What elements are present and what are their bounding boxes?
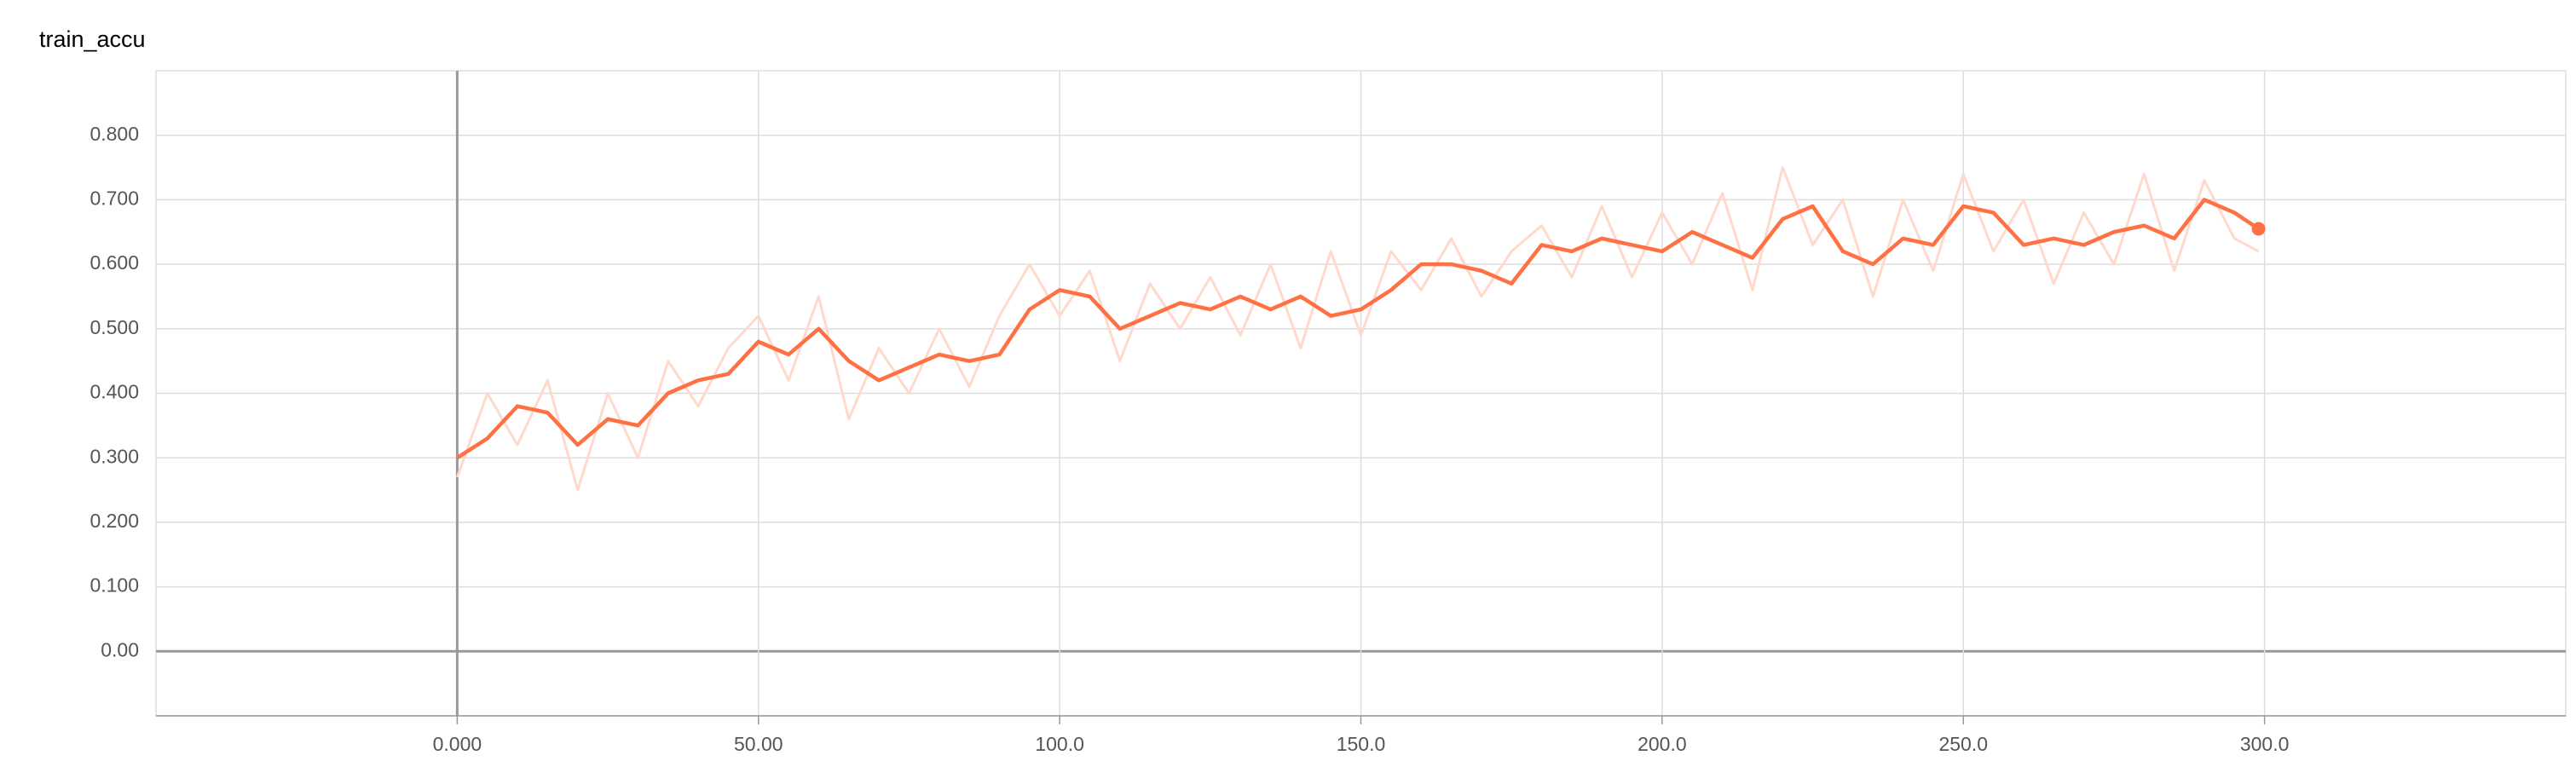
chart-title: train_accu [39,26,146,52]
y-tick-label: 0.00 [101,638,139,660]
y-tick-label: 0.800 [90,123,139,145]
series-line [455,166,2260,492]
y-tick-label: 0.600 [90,251,139,274]
y-tick-label: 0.300 [90,445,139,467]
x-tick-label: 50.00 [734,733,783,755]
y-tick-label: 0.700 [90,187,139,209]
series-line [456,198,2260,460]
y-tick-label: 0.100 [90,574,139,597]
end-point [2251,222,2266,236]
y-tick-label: 0.200 [90,510,139,532]
y-tick-label: 0.400 [90,381,139,403]
x-tick-label: 100.0 [1035,733,1084,755]
y-tick-label: 0.500 [90,316,139,338]
x-tick-label: 250.0 [1938,733,1988,755]
x-tick-label: 200.0 [1637,733,1687,755]
x-tick-label: 0.000 [433,733,482,755]
x-tick-label: 300.0 [2240,733,2290,755]
x-tick-label: 150.0 [1337,733,1386,755]
